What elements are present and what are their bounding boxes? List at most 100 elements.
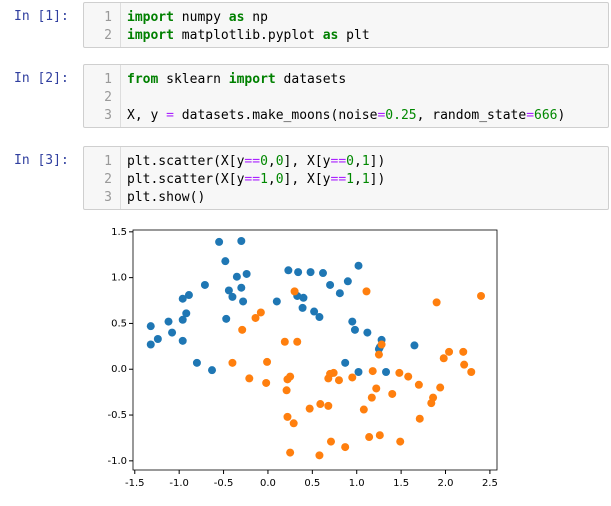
scatter-point	[232, 272, 241, 281]
scatter-point	[316, 400, 325, 409]
scatter-point	[294, 268, 303, 277]
code-token: ])	[369, 172, 386, 187]
code-token: datasets	[275, 72, 347, 87]
code-token: plt	[338, 28, 370, 43]
prompt: In [1]:	[14, 9, 69, 24]
code-token: ,	[267, 154, 276, 169]
code-line: 3 plt.show()	[84, 189, 608, 207]
scatter-point	[395, 368, 404, 377]
scatter-point	[262, 378, 271, 387]
scatter-point	[286, 448, 295, 457]
scatter-point	[375, 431, 384, 440]
line-number: 3	[104, 190, 112, 205]
code-token: =	[166, 108, 174, 123]
scatter-point	[184, 291, 193, 300]
code-token: datasets.make_moons(noise	[173, 108, 378, 123]
line-number: 2	[104, 172, 112, 187]
scatter-point	[324, 401, 333, 410]
x-tick-label: 1.5	[393, 478, 409, 489]
scatter-point	[324, 374, 333, 383]
scatter-point	[388, 389, 397, 398]
code-line: 1 import numpy as np	[84, 9, 608, 27]
code-text: plt.scatter(X[y==1,0], X[y==1,1])	[127, 171, 385, 189]
y-tick-label: 1.0	[111, 273, 127, 284]
scatter-point	[239, 297, 248, 306]
code-token: 0.25	[385, 108, 417, 123]
y-tick-label: 0.0	[111, 364, 127, 375]
scatter-point	[251, 313, 260, 322]
line-number: 2	[104, 90, 112, 105]
x-tick-label: 2.0	[438, 478, 454, 489]
plot-frame	[132, 229, 498, 471]
code-token: ])	[369, 154, 386, 169]
scatter-point	[341, 358, 350, 367]
code-line: 1 from sklearn import datasets	[84, 71, 608, 89]
code-token: 666	[534, 108, 558, 123]
code-token: from	[127, 72, 159, 87]
code-text: import numpy as np	[127, 9, 268, 27]
code-token: np	[244, 10, 268, 25]
scatter-point	[228, 292, 237, 301]
prompt: In [3]:	[14, 153, 69, 168]
scatter-point	[242, 269, 251, 278]
code-token: =	[377, 108, 386, 123]
y-tick-label: -0.5	[107, 410, 127, 421]
scatter-point	[208, 366, 217, 375]
scatter-point	[372, 384, 381, 393]
scatter-point	[359, 405, 368, 414]
line-number: 2	[104, 28, 112, 43]
code-token: )	[557, 108, 566, 123]
scatter-point	[363, 328, 372, 337]
code-text: plt.show()	[127, 189, 205, 207]
scatter-point	[404, 372, 413, 381]
scatter-point	[153, 335, 162, 344]
gutter-border	[120, 3, 121, 47]
code-token: sklearn	[158, 72, 229, 87]
code-token: 0	[346, 154, 354, 169]
code-text: plt.scatter(X[y==0,0], X[y==0,1])	[127, 153, 385, 171]
code-token: as	[228, 10, 245, 25]
code-text: from sklearn import datasets	[127, 71, 346, 89]
scatter-point	[414, 380, 423, 389]
code-token: import	[228, 72, 276, 87]
code-token: plt.scatter(X[y	[127, 154, 245, 169]
code-token: ], X[y	[283, 154, 331, 169]
scatter-point	[415, 414, 424, 423]
scatter-point	[354, 367, 363, 376]
scatter-point	[178, 336, 187, 345]
scatter-point	[354, 261, 363, 270]
scatter-point	[283, 412, 292, 421]
code-token: import	[127, 28, 174, 43]
scatter-point	[164, 317, 173, 326]
code-token: , random_state	[416, 108, 527, 123]
code-token: numpy	[173, 10, 229, 25]
scatter-point	[326, 280, 335, 289]
prompt: In [2]:	[14, 71, 69, 86]
code-line: 2 plt.scatter(X[y==1,0], X[y==1,1])	[84, 171, 608, 189]
scatter-point	[245, 374, 254, 383]
scatter-point	[348, 317, 357, 326]
scatter-point	[182, 309, 191, 318]
scatter-point	[427, 399, 436, 408]
scatter-point	[432, 298, 441, 307]
scatter-point	[368, 367, 377, 376]
scatter-point	[348, 373, 357, 382]
scatter-point	[237, 283, 246, 292]
line-number: 1	[104, 154, 112, 169]
code-token: 1	[361, 172, 370, 187]
x-tick-label: 0.0	[260, 478, 276, 489]
scatter-point	[178, 315, 187, 324]
scatter-point	[146, 340, 155, 349]
code-token: ,	[267, 172, 276, 187]
scatter-point	[256, 308, 265, 317]
scatter-point	[306, 268, 315, 277]
x-tick-label: -0.5	[214, 478, 234, 489]
line-number: 3	[104, 108, 112, 123]
code-token: 1	[260, 172, 268, 187]
scatter-point	[272, 297, 281, 306]
scatter-point	[228, 358, 237, 367]
y-tick-label: -1.0	[107, 456, 127, 467]
code-token: 0	[275, 172, 284, 187]
code-text: X, y = datasets.make_moons(noise=0.25, r…	[127, 107, 565, 125]
